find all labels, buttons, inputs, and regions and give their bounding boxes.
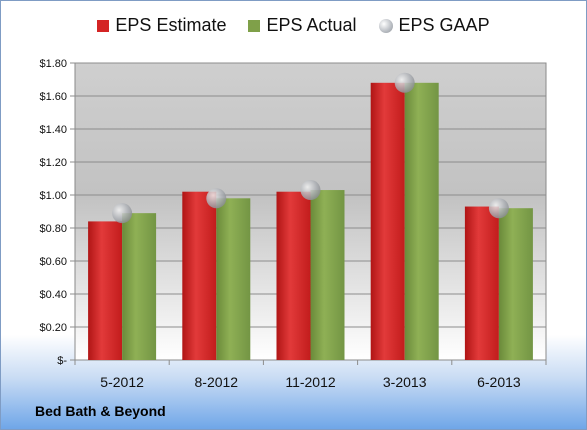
x-tick-label: 8-2012	[195, 374, 239, 390]
y-tick-label: $1.20	[39, 157, 67, 169]
legend-swatch-eps-actual	[248, 19, 261, 32]
eps-actual-bar	[498, 208, 533, 360]
eps-gaap-marker	[112, 203, 133, 224]
eps-gaap-marker	[488, 198, 509, 219]
x-tick-label: 11-2012	[285, 374, 336, 390]
y-tick-label: $1.60	[39, 91, 67, 103]
eps-estimate-bar	[276, 191, 311, 360]
eps-actual-bar	[310, 190, 345, 360]
eps-estimate-bar	[88, 221, 123, 360]
y-tick-label: $-	[57, 355, 67, 367]
eps-actual-bar	[216, 198, 251, 360]
y-tick-labels: $- $0.20 $0.40 $0.60 $0.80 $1.00 $1.20 $1.40 $1.…	[39, 58, 67, 367]
y-tick-label: $0.40	[39, 289, 67, 301]
eps-actual-bar	[404, 82, 439, 361]
y-tick-label: $0.20	[39, 322, 67, 334]
legend-item-eps-estimate: EPS Estimate	[97, 15, 226, 36]
legend-label-eps-actual: EPS Actual	[266, 15, 357, 35]
legend-swatch-eps-gaap	[378, 18, 393, 33]
eps-estimate-bar	[464, 206, 499, 360]
x-tick-label: 5-2012	[100, 374, 144, 390]
eps-estimate-bar	[370, 82, 405, 361]
eps-actual-bar	[122, 213, 157, 360]
x-tick-label: 6-2013	[477, 374, 521, 390]
legend-item-eps-gaap: EPS GAAP	[378, 15, 490, 36]
gaap-markers	[112, 72, 509, 224]
y-tick-label: $1.40	[39, 124, 67, 136]
eps-gaap-marker	[206, 188, 227, 209]
eps-gaap-marker	[394, 72, 415, 93]
bars	[88, 82, 533, 361]
company-name: Bed Bath & Beyond	[35, 403, 166, 419]
legend-label-eps-estimate: EPS Estimate	[115, 15, 227, 35]
x-tick-label: 3-2013	[383, 374, 427, 390]
y-tick-label: $1.80	[39, 58, 67, 70]
legend-swatch-eps-estimate	[97, 19, 110, 32]
y-tick-label: $1.00	[39, 190, 67, 202]
eps-gaap-marker	[300, 180, 321, 201]
y-tick-label: $0.80	[39, 223, 67, 235]
x-tick-labels: 5-2012 8-2012 11-2012 3-2013 6-2013	[74, 360, 547, 390]
legend-item-eps-actual: EPS Actual	[248, 15, 357, 36]
eps-estimate-bar	[182, 191, 217, 360]
y-tick-label: $0.60	[39, 256, 67, 268]
legend: EPS Estimate EPS Actual EPS GAAP	[1, 15, 586, 36]
legend-label-eps-gaap: EPS GAAP	[398, 15, 490, 35]
